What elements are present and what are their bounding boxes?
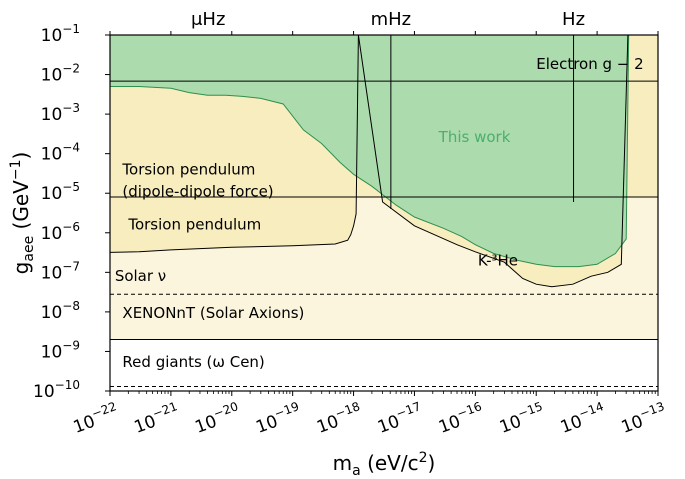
constraint-regions bbox=[110, 35, 658, 391]
frequency-label-hz: μHz bbox=[191, 9, 225, 30]
y-tick-label: 10−1 bbox=[41, 22, 80, 46]
frequency-label-mhz: mHz bbox=[371, 9, 412, 30]
x-tick-label: 10−15 bbox=[496, 399, 548, 438]
label-solar: Solar ν bbox=[115, 267, 166, 285]
y-tick-label: 10−5 bbox=[41, 180, 80, 204]
frequency-label-hz: Hz bbox=[562, 9, 585, 30]
label-red-giants-cen: Red giants (ω Cen) bbox=[122, 353, 264, 371]
y-tick-label: 10−10 bbox=[33, 378, 80, 402]
line-k-he bbox=[357, 35, 629, 288]
label-torsion-pendulum-dipole-dipole-force: Torsion pendulum (dipole-dipole force) bbox=[121, 160, 273, 200]
x-tick-label: 10−13 bbox=[617, 399, 669, 438]
x-tick-label: 10−16 bbox=[435, 399, 487, 438]
x-axis-label: ma (eV/c2) bbox=[333, 450, 436, 479]
label-electron-g-2: Electron g − 2 bbox=[536, 55, 643, 73]
label-this-work: This work bbox=[438, 128, 511, 146]
y-axis-ticks: 10−10 10−9 10−8 10−7 10−6 10−5 10−4 10−3 10−2 10−… bbox=[33, 22, 110, 402]
x-tick-label: 10−18 bbox=[313, 399, 365, 438]
limit-curves bbox=[110, 35, 658, 387]
plot-border bbox=[109, 34, 659, 392]
label-torsion-pendulum: Torsion pendulum bbox=[127, 216, 261, 234]
y-tick-label: 10−8 bbox=[41, 299, 80, 323]
x-tick-label: 10−17 bbox=[374, 399, 426, 438]
label-k-he: K-³He bbox=[478, 251, 518, 269]
y-axis-label: gaee (GeV−1) bbox=[8, 152, 37, 275]
y-tick-label: 10−3 bbox=[41, 101, 80, 125]
x-tick-label: 10−20 bbox=[191, 399, 243, 438]
y-tick-label: 10−2 bbox=[41, 62, 80, 86]
region-labels: Electron g − 2 Torsion pendulum (dipole-di… bbox=[115, 55, 644, 371]
line-this-work bbox=[110, 35, 630, 268]
plot-frame bbox=[109, 34, 659, 392]
y-tick-label: 10−4 bbox=[41, 141, 80, 165]
x-tick-label: 10−14 bbox=[556, 399, 608, 438]
region-this-work bbox=[110, 35, 629, 267]
frequency-axis: μHz mHz Hz bbox=[191, 9, 585, 30]
label-xenonnt-solar-axions: XENONnT (Solar Axions) bbox=[122, 304, 304, 322]
y-tick-label: 10−6 bbox=[41, 220, 80, 244]
y-tick-label: 10−7 bbox=[41, 259, 80, 283]
x-tick-label: 10−22 bbox=[69, 399, 121, 438]
x-tick-label: 10−19 bbox=[252, 399, 304, 438]
x-tick-label: 10−21 bbox=[130, 399, 182, 438]
line-torsion-pendulum bbox=[110, 35, 359, 253]
y-tick-label: 10−9 bbox=[41, 338, 80, 362]
